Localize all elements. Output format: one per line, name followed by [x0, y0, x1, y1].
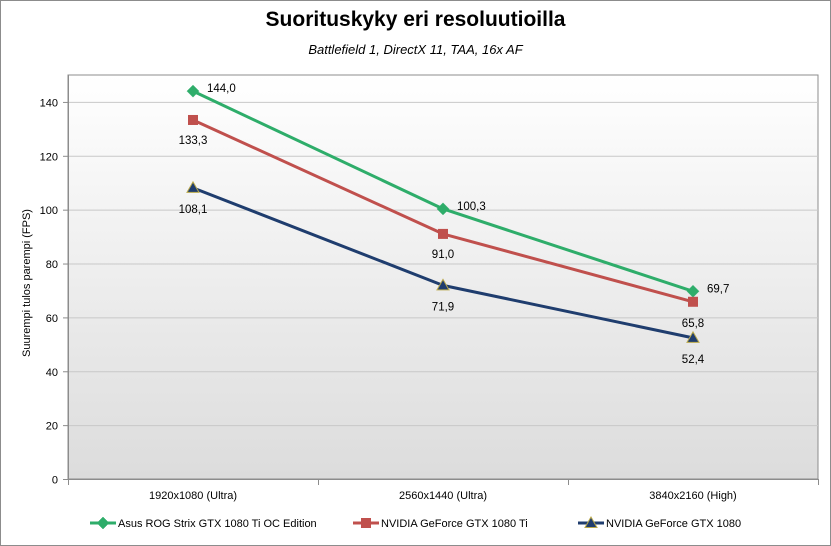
y-tick-label: 100 [40, 205, 58, 217]
legend-item: NVIDIA GeForce GTX 1080 [578, 515, 741, 530]
data-label: 52,4 [682, 354, 705, 366]
data-point [438, 228, 448, 239]
data-label: 144,0 [207, 83, 236, 95]
plot-area [67, 74, 819, 480]
series-group: 144,0 100,3 69,7 133,3 91,0 65,8 108,1 71,9 52,4 [179, 83, 730, 366]
legend: Asus ROG Strix GTX 1080 Ti OC Edition NVI… [90, 515, 741, 530]
legend-marker [361, 518, 371, 528]
series-1: 144,0 100,3 69,7 [186, 83, 729, 298]
data-point [688, 296, 698, 307]
y-tick-label: 0 [52, 475, 58, 487]
x-tick-label: 1920x1080 (Ultra) [149, 490, 237, 502]
y-tick-label: 80 [46, 259, 58, 271]
chart-title: Suorituskyky eri resoluutioilla [265, 8, 566, 31]
legend-marker [96, 516, 110, 530]
y-tick-label: 20 [46, 421, 58, 433]
data-point [186, 84, 200, 98]
legend-item: Asus ROG Strix GTX 1080 Ti OC Edition [90, 516, 317, 530]
legend-marker [584, 515, 598, 528]
legend-item: NVIDIA GeForce GTX 1080 Ti [353, 518, 528, 530]
series-3: 108,1 71,9 52,4 [179, 180, 705, 366]
data-point [188, 114, 198, 125]
data-label: 69,7 [707, 283, 729, 295]
data-label: 108,1 [179, 204, 208, 216]
y-tick-label: 140 [40, 97, 58, 109]
legend-label: NVIDIA GeForce GTX 1080 Ti [381, 518, 528, 530]
chart-subtitle: Battlefield 1, DirectX 11, TAA, 16x AF [308, 42, 523, 57]
y-tick-label: 120 [40, 151, 58, 163]
data-point [436, 278, 450, 291]
y-tick-label: 40 [46, 367, 58, 379]
data-label: 71,9 [432, 301, 454, 313]
data-label: 133,3 [179, 135, 208, 147]
legend-label: Asus ROG Strix GTX 1080 Ti OC Edition [118, 518, 317, 530]
axes: 0 20 40 60 80 100 120 140 1920x1080 (Ultra) 2560x… [40, 75, 819, 502]
x-tick-label: 2560x1440 (Ultra) [399, 490, 487, 502]
data-label: 65,8 [682, 318, 704, 330]
legend-label: NVIDIA GeForce GTX 1080 [606, 518, 741, 530]
y-tick-label: 60 [46, 313, 58, 325]
data-label: 100,3 [457, 201, 486, 213]
series-2: 133,3 91,0 65,8 [179, 114, 704, 330]
data-label: 91,0 [432, 249, 454, 261]
x-tick-label: 3840x2160 (High) [649, 490, 736, 502]
data-point [186, 180, 200, 193]
data-point [686, 330, 700, 343]
data-point [436, 202, 450, 216]
